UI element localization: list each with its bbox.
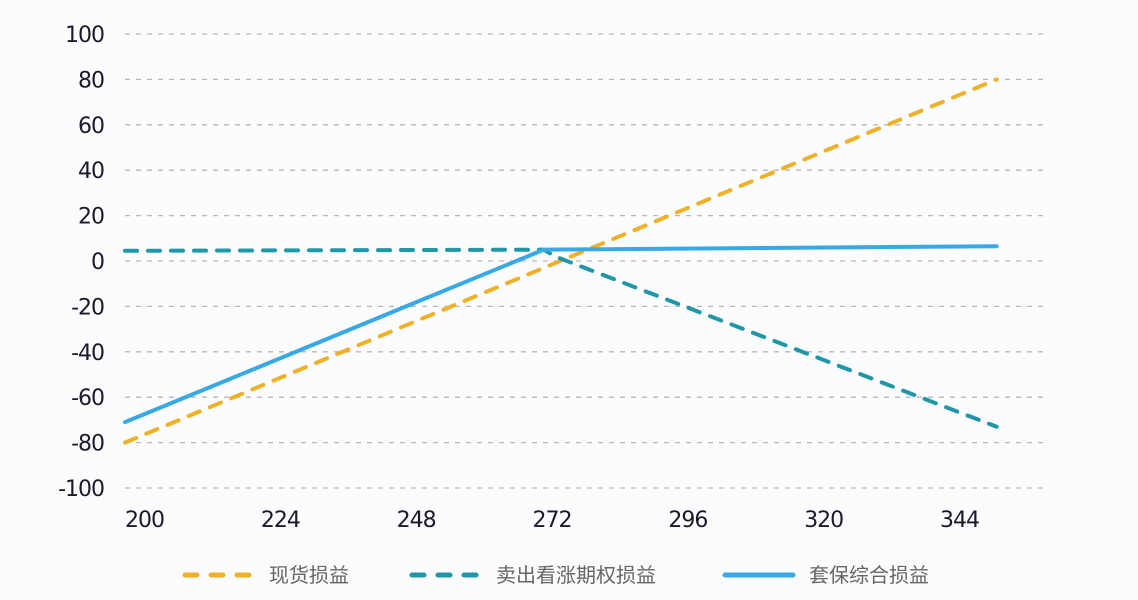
y-tick-label: -80: [71, 432, 104, 457]
series-line-1: [123, 247, 999, 429]
x-tick-label: 272: [533, 508, 572, 533]
x-tick-label: 200: [125, 508, 164, 533]
x-tick-label: 344: [940, 508, 979, 533]
y-tick-label: 80: [78, 68, 104, 93]
x-tick-label: 224: [261, 508, 300, 533]
series-lines: [123, 77, 999, 445]
y-tick-label: 100: [65, 23, 104, 48]
x-tick-label: 248: [397, 508, 436, 533]
y-tick-label: -100: [58, 477, 104, 502]
grid: [125, 33, 1045, 489]
x-tick-label: 320: [804, 508, 843, 533]
legend-label: 现货损益: [269, 563, 349, 587]
legend-label: 套保综合损益: [809, 563, 929, 587]
y-tick-label: 20: [78, 205, 104, 230]
legend-label: 卖出看涨期权损益: [496, 563, 656, 587]
y-tick-label: -60: [71, 386, 104, 411]
x-axis: 200 224 248 272 296 320 344: [125, 508, 980, 533]
y-tick-label: 0: [91, 250, 104, 275]
x-tick-label: 296: [668, 508, 707, 533]
y-axis: 100 80 60 40 20 0 -20 -40 -60 -80 -100: [58, 23, 105, 502]
y-tick-label: -20: [71, 295, 104, 320]
series-line-0: [123, 77, 999, 445]
series-line-2: [123, 244, 999, 425]
y-tick-label: 60: [78, 114, 104, 139]
legend: 现货损益 卖出看涨期权损益 套保综合损益: [182, 563, 929, 587]
y-tick-label: 40: [78, 159, 104, 184]
y-tick-label: -40: [71, 341, 104, 366]
